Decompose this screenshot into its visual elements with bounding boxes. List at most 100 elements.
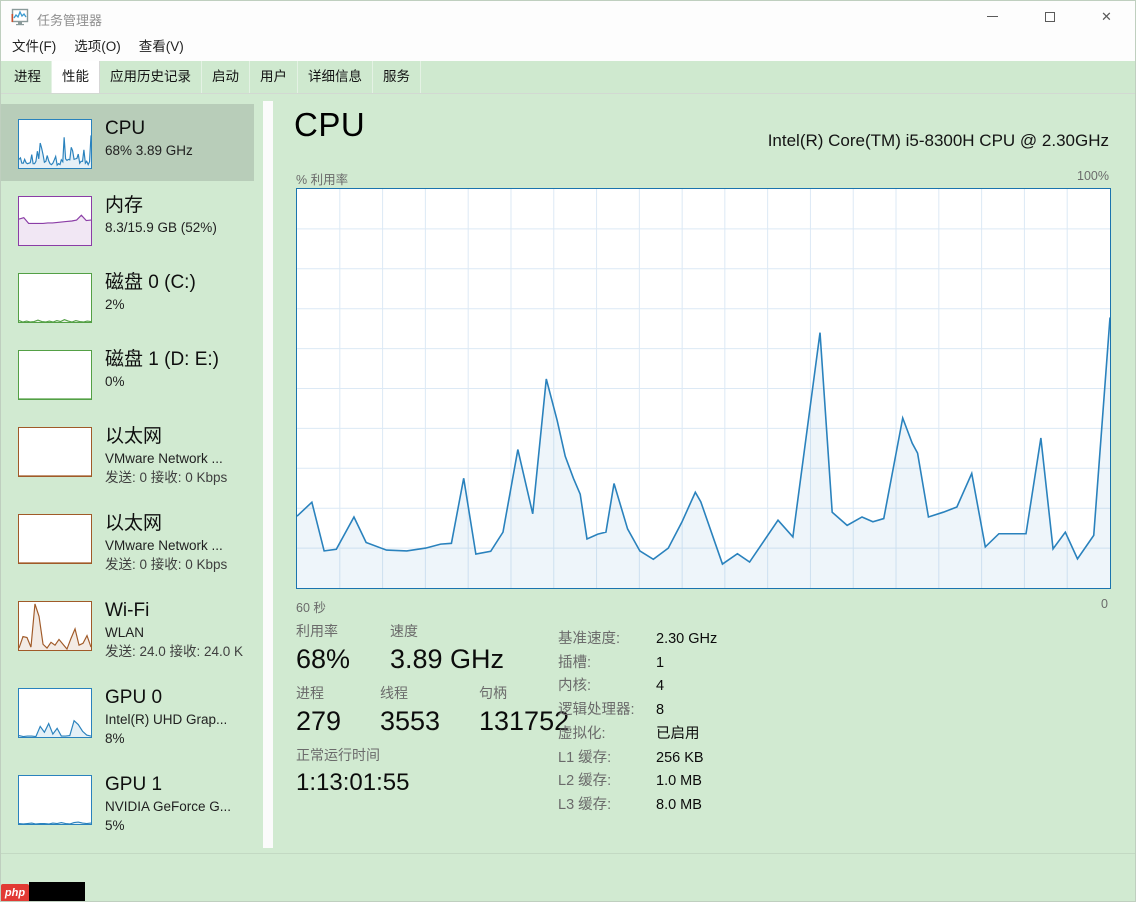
stats-row-2: 正常运行时间 1:13:01:55 xyxy=(296,746,583,799)
kv-row-3: 逻辑处理器: 8 xyxy=(558,699,717,723)
stat-uptime-value: 1:13:01:55 xyxy=(296,769,410,796)
cpu-subtitle-0: 68% 3.89 GHz xyxy=(105,143,193,158)
kv-value-1: 1 xyxy=(656,654,665,671)
php-watermark-badge: php xyxy=(1,884,29,901)
page-title: CPU xyxy=(294,106,366,143)
maximize-icon xyxy=(1044,11,1055,22)
ethernet1-text: 以太网 VMware Network ... 发送: 0 接收: 0 Kbps xyxy=(105,511,227,574)
sidebar-item-ethernet0[interactable]: 以太网 VMware Network ... 发送: 0 接收: 0 Kbps xyxy=(1,412,254,499)
kv-value-0: 2.30 GHz xyxy=(656,631,718,647)
tab-processes[interactable]: 进程 xyxy=(4,61,52,93)
kv-row-6: L2 缓存: 1.0 MB xyxy=(558,770,717,794)
cpu-utilization-chart[interactable] xyxy=(296,188,1111,589)
disk1-subtitle-0: 0% xyxy=(105,374,125,389)
sidebar-item-gpu0[interactable]: GPU 0 Intel(R) UHD Grap... 8% xyxy=(1,673,254,760)
menu-item-view[interactable]: 查看(V) xyxy=(138,39,184,54)
menu-bar: 文件(F) 选项(O) 查看(V) xyxy=(1,33,1135,61)
kv-row-7: L3 缓存: 8.0 MB xyxy=(558,794,717,818)
watermark: php xyxy=(1,882,85,901)
tab-strip: 进程 性能 应用历史记录 启动 用户 详细信息 服务 xyxy=(1,61,1135,94)
ethernet1-subtitle-1: 发送: 0 接收: 0 Kbps xyxy=(105,557,228,572)
stat-threads-label: 线程 xyxy=(380,685,408,701)
sidebar-item-disk0[interactable]: 磁盘 0 (C:) 2% xyxy=(1,258,254,335)
disk0-subtitle-0: 2% xyxy=(105,297,125,312)
sidebar-item-cpu[interactable]: CPU 68% 3.89 GHz xyxy=(1,104,254,181)
wifi-text: Wi-Fi WLAN 发送: 24.0 接收: 24.0 K xyxy=(105,598,243,661)
wifi-subtitle-0: WLAN xyxy=(105,625,145,640)
tab-services[interactable]: 服务 xyxy=(373,61,421,93)
kv-value-7: 8.0 MB xyxy=(656,796,702,813)
kv-row-0: 基准速度: 2.30 GHz xyxy=(558,628,717,652)
menu-item-options[interactable]: 选项(O) xyxy=(74,39,121,54)
sidebar-scrollbar[interactable] xyxy=(263,101,273,848)
ethernet0-thumbnail-chart xyxy=(18,427,92,477)
disk0-title: 磁盘 0 (C:) xyxy=(105,272,196,293)
menu-item-file[interactable]: 文件(F) xyxy=(12,39,57,54)
kv-label-3: 逻辑处理器: xyxy=(558,702,635,719)
stat-util-value: 68% xyxy=(296,644,351,674)
watermark-censored-block xyxy=(29,882,85,901)
stats-row-1: 进程 279 线程 3553 句柄 131752 xyxy=(296,684,583,737)
y-axis-max-label: 100% xyxy=(1077,169,1109,183)
disk1-title: 磁盘 1 (D: E:) xyxy=(105,349,220,370)
cpu-stats-primary: 利用率 68% 速度 3.89 GHz 进程 279 线程 3553 句柄 131752 正常运行时… xyxy=(296,622,583,808)
stat-speed-label: 速度 xyxy=(390,623,418,639)
gpu0-thumbnail-chart xyxy=(18,688,92,738)
ethernet0-subtitle-1: 发送: 0 接收: 0 Kbps xyxy=(105,470,228,485)
sidebar-item-wifi[interactable]: Wi-Fi WLAN 发送: 24.0 接收: 24.0 K xyxy=(1,586,254,673)
kv-label-1: 插槽: xyxy=(558,654,592,671)
stat-speed-value: 3.89 GHz xyxy=(390,644,505,674)
stat-speed: 速度 3.89 GHz xyxy=(390,622,504,675)
memory-thumbnail-chart xyxy=(18,196,92,246)
wifi-thumbnail-chart xyxy=(18,601,92,651)
memory-subtitle-0: 8.3/15.9 GB (52%) xyxy=(105,220,217,235)
sidebar-item-ethernet1[interactable]: 以太网 VMware Network ... 发送: 0 接收: 0 Kbps xyxy=(1,499,254,586)
wifi-title: Wi-Fi xyxy=(105,600,150,621)
disk0-thumbnail-chart xyxy=(18,273,92,323)
close-button[interactable]: ✕ xyxy=(1078,1,1135,32)
tab-details[interactable]: 详细信息 xyxy=(298,61,373,93)
stat-processes: 进程 279 xyxy=(296,684,366,737)
kv-label-7: L3 缓存: xyxy=(558,796,612,813)
cpu-utilization-chart-svg xyxy=(297,189,1110,588)
kv-value-3: 8 xyxy=(656,702,665,719)
stat-uptime: 正常运行时间 1:13:01:55 xyxy=(296,746,409,799)
kv-label-4: 虚拟化: xyxy=(558,725,606,742)
disk1-text: 磁盘 1 (D: E:) 0% xyxy=(105,347,219,391)
tab-startup[interactable]: 启动 xyxy=(202,61,250,93)
gpu1-subtitle-1: 5% xyxy=(105,818,125,833)
task-manager-app-icon xyxy=(11,8,29,26)
stat-threads: 线程 3553 xyxy=(380,684,465,737)
tab-users[interactable]: 用户 xyxy=(250,61,298,93)
ethernet0-text: 以太网 VMware Network ... 发送: 0 接收: 0 Kbps xyxy=(105,424,227,487)
tab-performance[interactable]: 性能 xyxy=(52,61,100,93)
kv-row-2: 内核: 4 xyxy=(558,675,717,699)
window-controls: ✕ xyxy=(964,1,1135,32)
ethernet0-title: 以太网 xyxy=(105,426,163,447)
gpu0-subtitle-0: Intel(R) UHD Grap... xyxy=(105,712,228,727)
cpu-thumbnail-chart xyxy=(18,119,92,169)
sidebar-item-gpu1[interactable]: GPU 1 NVIDIA GeForce G... 5% xyxy=(1,760,254,847)
sidebar-item-disk1[interactable]: 磁盘 1 (D: E:) 0% xyxy=(1,335,254,412)
stat-handles-label: 句柄 xyxy=(479,685,507,701)
gpu1-subtitle-0: NVIDIA GeForce G... xyxy=(105,799,232,814)
ethernet1-title: 以太网 xyxy=(105,513,163,534)
minimize-icon xyxy=(987,16,998,17)
kv-label-2: 内核: xyxy=(558,678,592,695)
tab-app-history[interactable]: 应用历史记录 xyxy=(100,61,202,93)
kv-value-4: 已启用 xyxy=(656,725,700,742)
stat-uptime-label: 正常运行时间 xyxy=(296,747,380,763)
gpu0-title: GPU 0 xyxy=(105,687,163,708)
kv-row-1: 插槽: 1 xyxy=(558,652,717,676)
stat-util-label: 利用率 xyxy=(296,623,338,639)
stat-util: 利用率 68% xyxy=(296,622,376,675)
minimize-button[interactable] xyxy=(964,1,1021,32)
stat-threads-value: 3553 xyxy=(380,706,441,736)
maximize-button[interactable] xyxy=(1021,1,1078,32)
close-icon: ✕ xyxy=(1101,9,1112,24)
sidebar-item-memory[interactable]: 内存 8.3/15.9 GB (52%) xyxy=(1,181,254,258)
title-bar: 任务管理器 ✕ xyxy=(1,1,1135,33)
y-axis-label: % 利用率 xyxy=(296,173,349,187)
window-title: 任务管理器 xyxy=(37,13,103,28)
